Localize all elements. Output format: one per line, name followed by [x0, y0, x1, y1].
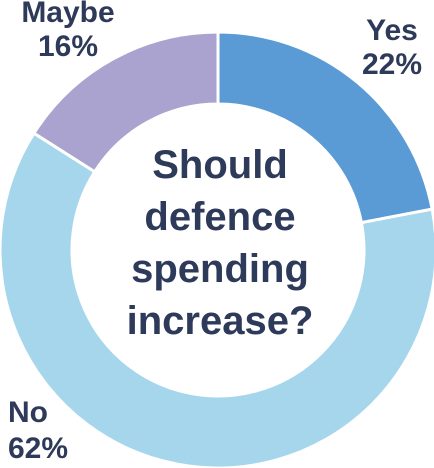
center-title-line-2: defence — [144, 195, 295, 239]
slice-value-no: 62% — [8, 432, 68, 465]
center-title-line-1: Should — [152, 143, 288, 187]
center-title-line-3: spending — [131, 247, 309, 291]
slice-maybe — [31, 30, 220, 174]
center-title: Should defence spending increase? — [127, 143, 314, 343]
center-title-line-4: increase? — [127, 299, 314, 343]
slice-label-no: No — [8, 396, 48, 429]
slice-no — [0, 131, 434, 468]
slice-value-maybe: 16% — [38, 30, 98, 63]
donut-slices — [0, 30, 434, 468]
slice-label-yes: Yes — [366, 14, 418, 47]
slice-value-yes: 22% — [362, 48, 422, 81]
slice-label-maybe: Maybe — [21, 0, 114, 29]
